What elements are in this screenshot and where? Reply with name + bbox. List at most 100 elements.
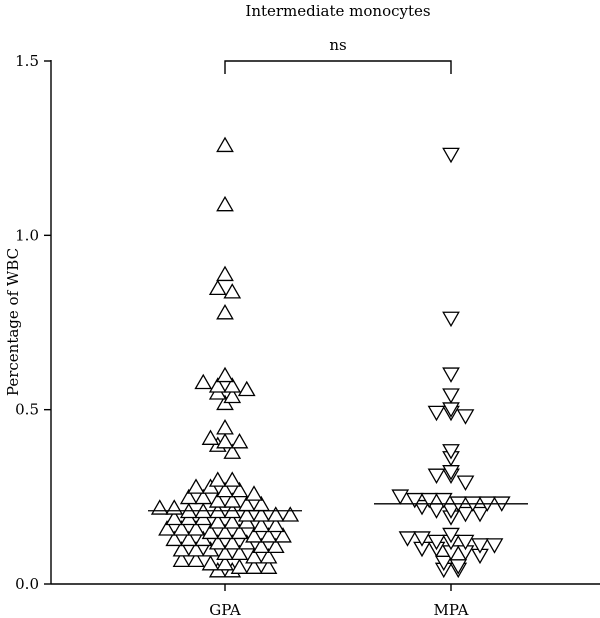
gpa-point	[223, 471, 242, 487]
gpa-point	[201, 523, 220, 540]
mpa-point	[434, 492, 453, 509]
gpa-point	[237, 506, 256, 522]
gpa-point	[245, 527, 263, 543]
mpa-point	[427, 534, 446, 551]
gpa-point	[223, 443, 242, 459]
mpa-point	[456, 506, 475, 523]
y-tick-label: 0.5	[15, 401, 39, 419]
gpa-point	[281, 506, 300, 522]
mpa-point	[442, 388, 460, 404]
mpa-point	[471, 538, 489, 554]
mpa-point	[442, 527, 460, 544]
gpa-point	[230, 558, 249, 574]
mpa-point	[420, 492, 439, 509]
gpa-point	[216, 555, 234, 571]
gpa-point	[172, 551, 191, 567]
gpa-point	[274, 527, 292, 543]
gpa-point	[194, 488, 213, 505]
gpa-point	[201, 555, 220, 571]
mpa-point	[456, 409, 475, 425]
gpa-point	[194, 373, 213, 390]
gpa-point	[216, 195, 234, 212]
gpa-point	[216, 136, 234, 153]
mpa-point	[442, 367, 460, 383]
significance-label: ns	[329, 36, 346, 54]
gpa-point	[230, 432, 249, 449]
gpa-point	[223, 534, 242, 550]
y-tick-label: 0.0	[15, 575, 39, 593]
gpa-point	[252, 506, 271, 522]
gpa-point	[165, 509, 184, 526]
x-tick-label: MPA	[434, 601, 469, 618]
gpa-point	[245, 558, 263, 574]
gpa-point	[172, 520, 191, 536]
gpa-point	[259, 548, 278, 564]
gpa-point	[179, 488, 198, 505]
y-axis-title: Percentage of WBC	[4, 248, 22, 396]
gpa-point	[216, 432, 234, 449]
mpa-point	[391, 489, 410, 505]
mpa-point	[485, 538, 504, 554]
chart-title: Intermediate monocytes	[245, 2, 430, 20]
gpa-point	[208, 513, 227, 529]
gpa-point	[201, 429, 220, 445]
mpa-point	[413, 531, 431, 547]
gpa-point	[266, 537, 285, 554]
gpa-point	[158, 520, 176, 536]
gpa-point	[179, 530, 198, 547]
mpa-point	[456, 475, 475, 491]
gpa-point	[208, 534, 227, 550]
gpa-point	[216, 419, 234, 435]
gpa-point	[259, 527, 278, 543]
gpa-point	[245, 548, 263, 564]
gpa-point	[208, 492, 227, 508]
mpa-point	[427, 468, 446, 484]
y-tick-label: 1.0	[15, 226, 39, 244]
gpa-point	[259, 558, 278, 574]
gpa-point	[216, 544, 234, 561]
gpa-point	[187, 541, 205, 557]
mpa-point	[427, 405, 446, 422]
gpa-point	[223, 283, 242, 299]
significance-bracket	[224, 60, 452, 74]
gpa-point	[237, 380, 256, 397]
gpa-point	[252, 537, 271, 554]
mpa-point	[442, 444, 460, 460]
gpa-point	[223, 377, 242, 393]
mpa-point	[471, 506, 489, 523]
mpa-point	[449, 559, 468, 575]
gpa-point	[216, 523, 234, 540]
mpa-point	[405, 492, 424, 509]
gpa-point	[245, 485, 263, 501]
gpa-point	[223, 513, 242, 529]
gpa-point	[208, 377, 227, 393]
gpa-point	[165, 499, 184, 515]
mpa-point	[434, 555, 453, 572]
gpa-point	[150, 499, 169, 515]
gpa-point	[165, 530, 184, 547]
mpa-point	[442, 311, 460, 328]
gpa-point	[223, 387, 242, 404]
gpa-point	[230, 544, 249, 561]
gpa-point	[266, 516, 285, 533]
gpa-point	[216, 265, 234, 282]
mpa-point	[442, 147, 460, 164]
mpa-point	[427, 503, 446, 519]
gpa-point	[216, 366, 234, 383]
gpa-point	[172, 541, 191, 557]
gpa-point	[216, 303, 234, 320]
x-tick-label: GPA	[209, 601, 241, 618]
gpa-point	[230, 523, 249, 540]
gpa-point	[230, 481, 249, 498]
mpa-point	[398, 531, 417, 547]
mpa-point	[456, 534, 475, 551]
gpa-point	[187, 478, 205, 494]
gpa-point	[216, 481, 234, 498]
gpa-point	[208, 471, 227, 487]
y-tick-label: 1.5	[15, 52, 39, 70]
gpa-point	[187, 551, 205, 567]
gpa-point	[266, 506, 285, 522]
plot-area: 0.0 0.5 1.0 1.5 GPA MPA	[15, 52, 600, 618]
gpa-point	[208, 279, 227, 296]
